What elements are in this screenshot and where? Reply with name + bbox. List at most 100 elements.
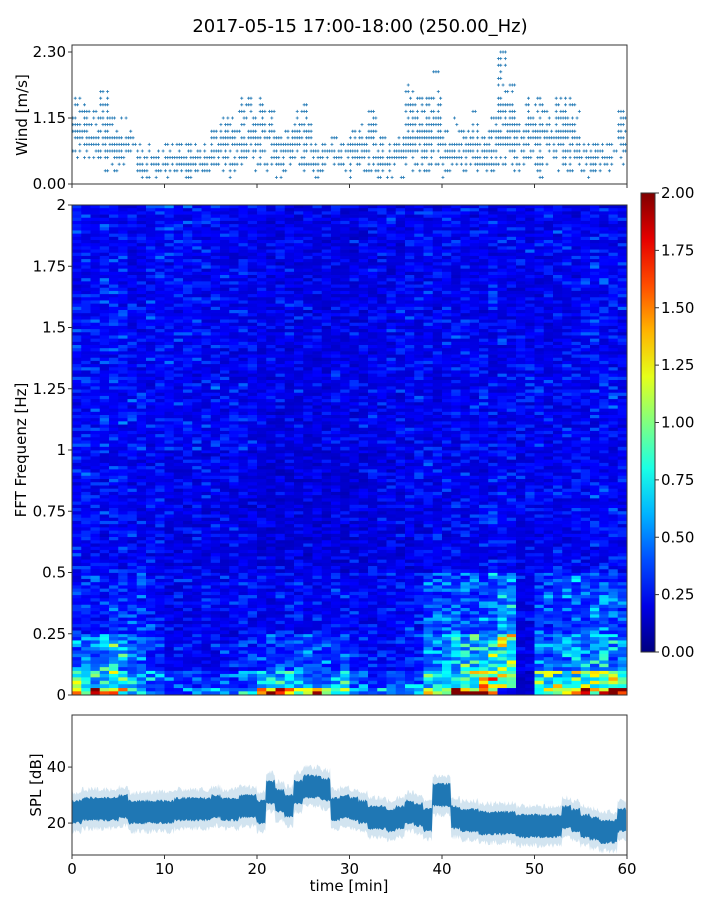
spectrogram-cell <box>211 476 221 480</box>
spectrogram-cell <box>498 605 508 609</box>
spectrogram-cell <box>303 473 313 477</box>
spectrogram-cell <box>276 654 286 658</box>
wind-point <box>381 156 384 159</box>
spectrogram-cell <box>211 527 221 531</box>
spectrogram-cell <box>507 671 517 675</box>
spectrogram-cell <box>396 605 406 609</box>
spectrogram-cell <box>479 582 489 586</box>
spectrogram-cell <box>257 537 267 541</box>
spectrogram-cell <box>211 569 221 573</box>
spectrogram-cell <box>313 592 323 596</box>
spectrogram-cell <box>91 563 101 567</box>
spectrogram-cell <box>377 473 387 477</box>
spectrogram-cell <box>396 654 406 658</box>
spectrogram-cell <box>118 482 128 486</box>
wind-point <box>326 156 329 159</box>
spectrogram-cell <box>266 621 276 625</box>
spectrogram-cell <box>109 602 119 606</box>
spectrogram-cell <box>590 674 600 678</box>
spectrogram-cell <box>368 556 378 560</box>
spectrogram-cell <box>479 681 489 685</box>
spectrogram-cell <box>442 453 452 457</box>
spectrogram-cell <box>350 681 360 685</box>
spectrogram-cell <box>285 508 295 512</box>
wind-point <box>411 110 414 113</box>
spectrogram-cell <box>137 637 147 641</box>
wind-point <box>215 130 218 133</box>
spectrogram-cell <box>387 479 397 483</box>
spectrogram-cell <box>211 521 221 525</box>
wind-point <box>573 103 576 106</box>
spectrogram-cell <box>396 560 406 564</box>
spectrogram-cell <box>91 579 101 583</box>
spectrogram-cell <box>340 677 350 681</box>
spectrogram-cell <box>350 667 360 671</box>
spectrogram-cell <box>229 485 239 489</box>
spectrogram-cell <box>72 650 82 654</box>
spectrogram-cell <box>433 473 443 477</box>
spectrogram-cell <box>368 566 378 570</box>
spectrogram-cell <box>285 681 295 685</box>
spectrogram-cell <box>359 582 369 586</box>
spectrogram-cell <box>572 640 582 644</box>
spectrogram-cell <box>229 674 239 678</box>
spectrogram-cell <box>285 634 295 638</box>
spectrogram-cell <box>377 650 387 654</box>
spectrogram-cell <box>609 608 619 612</box>
spectrogram-cell <box>192 640 202 644</box>
wind-point <box>372 110 375 113</box>
spectrogram-cell <box>257 684 267 688</box>
spectrogram-cell <box>100 650 110 654</box>
wind-point <box>289 163 292 166</box>
spectrogram-cell <box>91 456 101 460</box>
wind-point <box>171 163 174 166</box>
spectrogram-cell <box>377 660 387 664</box>
spectrogram-cell <box>165 543 175 547</box>
spectrogram-cell <box>405 531 415 535</box>
wind-point <box>407 84 410 87</box>
spectrogram-cell <box>433 582 443 586</box>
spectrogram-cell <box>192 463 202 467</box>
wind-point <box>99 97 102 100</box>
spectrogram-cell <box>118 489 128 493</box>
spectrogram-cell <box>81 489 91 493</box>
spectrogram-cell <box>544 634 554 638</box>
spectrogram-cell <box>248 531 258 535</box>
spectrogram-cell <box>276 553 286 557</box>
spectrogram-cell <box>137 602 147 606</box>
wind-point <box>499 70 502 73</box>
wind-point <box>622 123 625 126</box>
spectrogram-cell <box>220 556 230 560</box>
spectrogram-cell <box>91 482 101 486</box>
spectrogram-cell <box>118 582 128 586</box>
spectrogram-cell <box>100 566 110 570</box>
spectrogram-cell <box>331 511 341 515</box>
spectrogram-cell <box>220 518 230 522</box>
spectrogram-cell <box>590 634 600 638</box>
spectrogram-cell <box>118 560 128 564</box>
spectrogram-cell <box>285 624 295 628</box>
wind-point <box>539 169 542 172</box>
spectrogram-cell <box>377 469 387 473</box>
wind-point <box>416 163 419 166</box>
spectrogram-cell <box>442 589 452 593</box>
spectrogram-cell <box>553 667 563 671</box>
spectrogram-cell <box>331 576 341 580</box>
spectrogram-cell <box>581 589 591 593</box>
spectrogram-cell <box>128 576 138 580</box>
spectrogram-cell <box>266 592 276 596</box>
spectrogram-cell <box>424 671 434 675</box>
spectrogram-cell <box>405 688 415 692</box>
spectrogram-cell <box>81 531 91 535</box>
spectrogram-cell <box>618 664 628 668</box>
spectrogram-cell <box>91 531 101 535</box>
spectrogram-cell <box>303 569 313 573</box>
spectrogram-cell <box>100 576 110 580</box>
spectrogram-cell <box>192 511 202 515</box>
spectrogram-cell <box>350 614 360 618</box>
spectrogram-cell <box>525 634 535 638</box>
wind-point <box>552 143 555 146</box>
spectrogram-cell <box>488 657 498 661</box>
spectrogram-cell <box>609 602 619 606</box>
spectrogram-cell <box>609 624 619 628</box>
